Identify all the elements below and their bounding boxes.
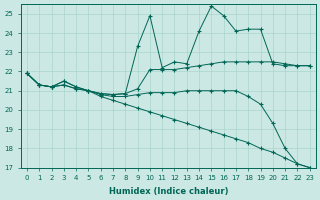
X-axis label: Humidex (Indice chaleur): Humidex (Indice chaleur) (108, 187, 228, 196)
